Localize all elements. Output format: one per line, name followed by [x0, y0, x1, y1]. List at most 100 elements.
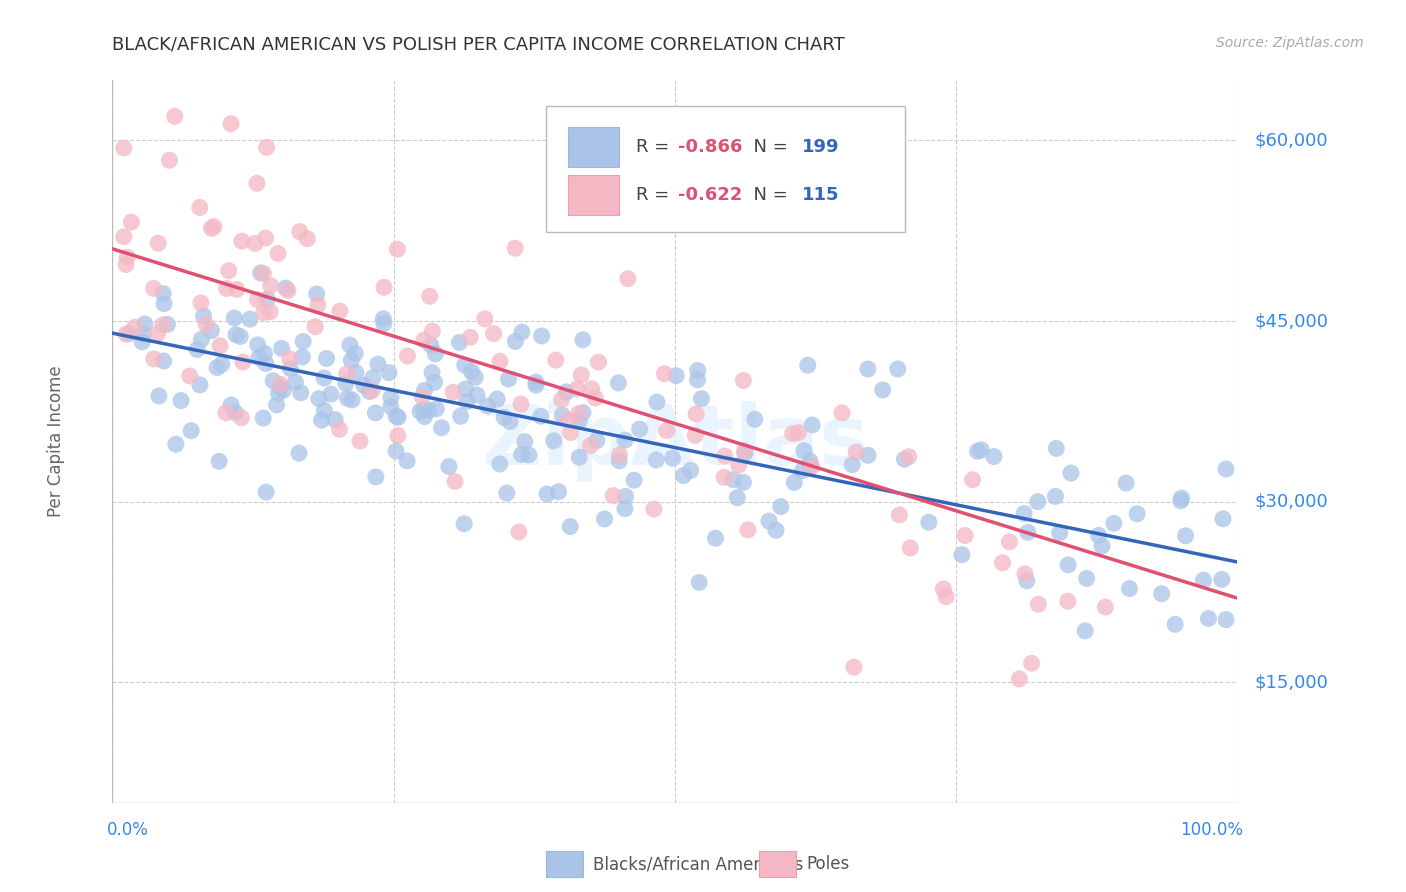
Point: [1192, 574, 1215, 588]
Point: [569, 368, 592, 382]
Point: [572, 406, 595, 420]
Point: [269, 380, 291, 394]
Point: [524, 378, 547, 392]
Point: [453, 516, 475, 531]
Point: [312, 371, 335, 385]
Point: [505, 334, 527, 349]
Point: [380, 391, 402, 405]
Point: [655, 424, 678, 438]
Point: [733, 475, 755, 490]
Point: [704, 531, 727, 545]
Point: [688, 575, 710, 590]
Point: [550, 392, 572, 407]
Point: [557, 413, 579, 427]
Point: [247, 351, 270, 365]
Point: [1211, 573, 1233, 587]
Point: [477, 399, 499, 413]
Point: [758, 514, 780, 528]
Point: [489, 354, 512, 368]
Point: [142, 351, 165, 366]
Point: [218, 263, 240, 277]
Point: [215, 281, 238, 295]
Point: [614, 433, 637, 447]
Point: [190, 296, 212, 310]
Point: [543, 434, 565, 448]
Point: [555, 384, 578, 399]
Point: [308, 392, 330, 406]
Point: [142, 281, 165, 295]
Point: [547, 484, 569, 499]
Point: [311, 413, 333, 427]
Point: [1198, 611, 1220, 625]
Point: [1170, 491, 1192, 505]
Point: [1014, 566, 1036, 581]
Point: [1170, 494, 1192, 508]
Point: [385, 444, 408, 458]
Point: [536, 487, 558, 501]
Point: [494, 410, 516, 425]
Point: [146, 236, 169, 251]
Point: [188, 377, 211, 392]
Point: [124, 320, 146, 334]
Point: [685, 407, 707, 421]
Point: [367, 357, 389, 371]
Point: [373, 280, 395, 294]
Point: [737, 523, 759, 537]
Point: [581, 382, 603, 396]
Point: [200, 221, 222, 235]
Point: [617, 271, 640, 285]
Text: 100.0%: 100.0%: [1180, 821, 1243, 838]
Point: [1026, 494, 1049, 508]
Point: [170, 393, 193, 408]
Point: [267, 386, 290, 401]
Point: [190, 332, 212, 346]
Point: [593, 512, 616, 526]
Point: [252, 411, 274, 425]
Point: [423, 376, 446, 390]
Point: [602, 489, 624, 503]
Point: [225, 327, 247, 342]
Point: [239, 312, 262, 326]
Point: [1028, 597, 1050, 611]
Point: [409, 404, 432, 418]
Point: [307, 298, 329, 312]
Point: [734, 446, 756, 460]
Point: [319, 387, 342, 401]
Point: [831, 406, 853, 420]
Point: [288, 446, 311, 460]
Point: [725, 491, 748, 505]
Point: [799, 454, 821, 468]
Point: [412, 333, 434, 347]
Text: N =: N =: [742, 186, 794, 204]
Point: [246, 338, 269, 352]
Point: [387, 242, 409, 256]
Point: [450, 409, 472, 424]
Point: [643, 502, 665, 516]
FancyBboxPatch shape: [568, 128, 619, 167]
Point: [565, 382, 588, 396]
Point: [339, 338, 361, 352]
Point: [231, 234, 253, 248]
Point: [305, 287, 328, 301]
Point: [983, 450, 1005, 464]
Point: [157, 153, 180, 168]
Point: [998, 534, 1021, 549]
Point: [118, 326, 141, 341]
Point: [115, 258, 138, 272]
Point: [530, 329, 553, 343]
Point: [253, 305, 276, 319]
Point: [966, 444, 988, 458]
Point: [1215, 613, 1237, 627]
Point: [872, 383, 894, 397]
Point: [314, 403, 336, 417]
Text: Per Capita Income: Per Capita Income: [48, 366, 65, 517]
Point: [249, 266, 271, 280]
Point: [413, 409, 436, 424]
Point: [115, 327, 138, 342]
Point: [628, 422, 651, 436]
Point: [950, 548, 973, 562]
Point: [1017, 525, 1039, 540]
Point: [256, 293, 278, 307]
Point: [284, 375, 307, 389]
Point: [340, 353, 363, 368]
